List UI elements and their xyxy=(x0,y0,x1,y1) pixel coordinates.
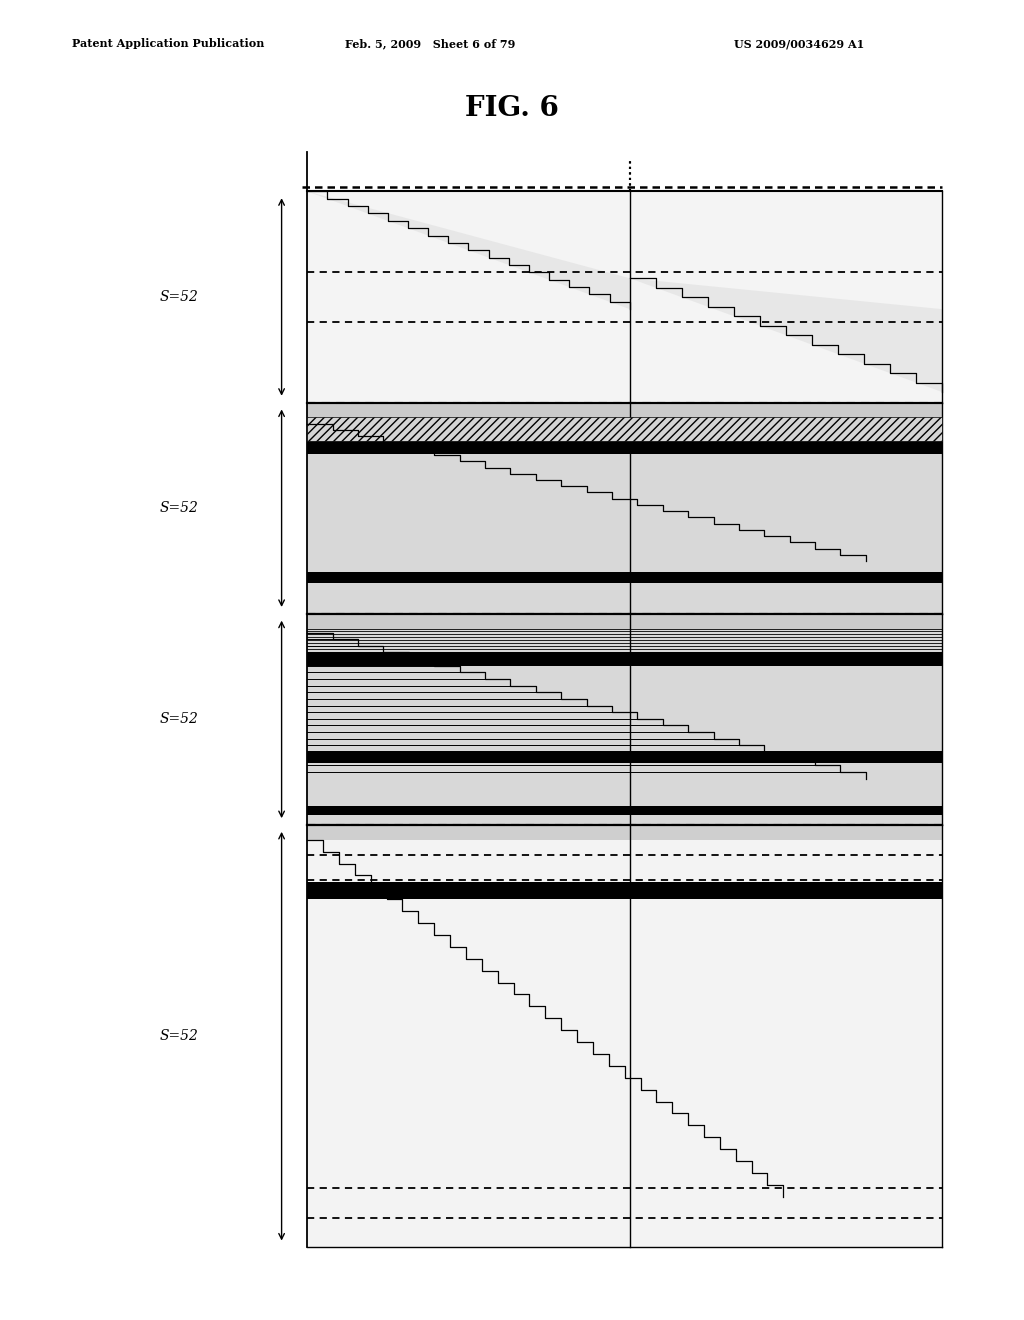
Bar xyxy=(307,882,942,899)
Bar xyxy=(307,191,942,403)
Text: Feb. 5, 2009   Sheet 6 of 79: Feb. 5, 2009 Sheet 6 of 79 xyxy=(345,38,515,49)
Bar xyxy=(307,652,942,665)
Bar xyxy=(307,403,942,614)
Text: S=52: S=52 xyxy=(160,290,199,304)
Text: Patent Application Publication: Patent Application Publication xyxy=(72,38,264,49)
Text: S=52: S=52 xyxy=(160,713,199,726)
Text: US 2009/0034629 A1: US 2009/0034629 A1 xyxy=(733,38,864,49)
Bar xyxy=(307,825,942,840)
Bar xyxy=(307,572,942,583)
Bar xyxy=(307,614,942,628)
Bar xyxy=(307,441,942,454)
Bar xyxy=(307,614,942,825)
Polygon shape xyxy=(307,191,630,309)
Polygon shape xyxy=(630,279,942,392)
Bar xyxy=(307,417,942,441)
Bar xyxy=(307,628,942,652)
Bar xyxy=(307,403,942,417)
Bar xyxy=(307,807,942,816)
Bar xyxy=(307,751,942,763)
Text: S=52: S=52 xyxy=(160,502,199,515)
Text: S=52: S=52 xyxy=(160,1030,199,1043)
Text: FIG. 6: FIG. 6 xyxy=(465,95,559,121)
Bar xyxy=(307,825,942,1247)
